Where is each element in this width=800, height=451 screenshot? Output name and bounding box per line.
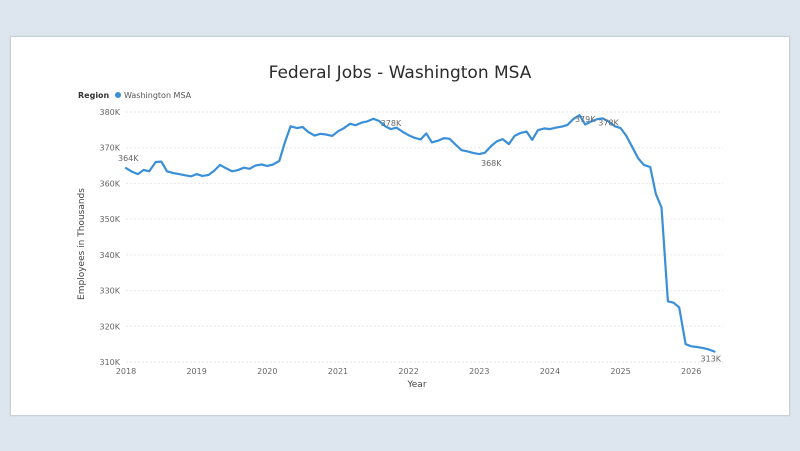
series-line-washington-msa[interactable] xyxy=(124,114,716,353)
y-tick-label-360: 360K xyxy=(99,179,120,188)
y-tick-label-380: 380K xyxy=(99,108,120,117)
y-axis-ticks: 310K 320K 330K 340K 350K 360K 370K 380K xyxy=(99,108,120,367)
x-tick-label-2022: 2022 xyxy=(398,367,418,376)
legend-title: Region xyxy=(78,91,110,100)
data-label-378K: 378K xyxy=(598,118,619,127)
legend-marker xyxy=(115,92,121,98)
chart-title: Federal Jobs - Washington MSA xyxy=(269,63,532,83)
series-layer xyxy=(124,114,716,353)
y-tick-label-340: 340K xyxy=(99,251,120,260)
data-label-313K: 313K xyxy=(701,355,722,364)
x-axis-title: Year xyxy=(406,380,426,390)
data-label-368K: 368K xyxy=(481,159,502,168)
x-tick-label-2025: 2025 xyxy=(610,367,630,376)
chart-card: Federal Jobs - Washington MSA Region Was… xyxy=(10,36,790,416)
legend-label-washington-msa: Washington MSA xyxy=(124,91,192,100)
x-tick-label-2021: 2021 xyxy=(328,367,348,376)
data-label-364K: 364K xyxy=(118,154,139,163)
x-axis-ticks: 2018 2019 2020 2021 2022 2023 2024 2025 2026 xyxy=(116,367,702,376)
legend[interactable]: Region Washington MSA xyxy=(78,91,192,100)
data-label-379K: 379K xyxy=(575,115,596,124)
x-tick-label-2018: 2018 xyxy=(116,367,136,376)
x-tick-label-2026: 2026 xyxy=(681,367,701,376)
x-tick-label-2019: 2019 xyxy=(186,367,206,376)
gridlines xyxy=(126,111,723,363)
y-tick-label-320: 320K xyxy=(99,322,120,331)
y-tick-label-330: 330K xyxy=(99,287,120,296)
x-tick-label-2024: 2024 xyxy=(540,367,560,376)
x-tick-label-2020: 2020 xyxy=(257,367,277,376)
line-chart: Federal Jobs - Washington MSA Region Was… xyxy=(77,63,723,390)
y-tick-label-370: 370K xyxy=(99,144,120,153)
x-tick-label-2023: 2023 xyxy=(469,367,489,376)
y-tick-label-350: 350K xyxy=(99,215,120,224)
y-axis-title: Employees in Thousands xyxy=(77,188,87,300)
data-label-378K: 378K xyxy=(381,119,402,128)
y-tick-label-310: 310K xyxy=(99,358,120,367)
